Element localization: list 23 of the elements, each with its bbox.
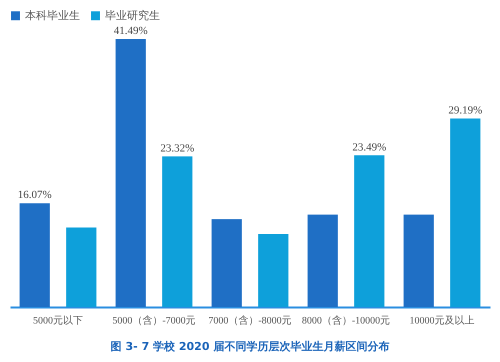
x-tick-label: 7000（含）-8000元 [208,314,292,326]
data-label: 29.19% [448,104,482,116]
bar [20,203,50,307]
text: 图 3- 7 学校 2020 届不同学历层次毕业生月薪区间分布 [110,340,390,353]
bar [116,39,146,307]
bar [404,214,434,307]
x-tick-label: 5000（含）-7000元 [112,314,196,326]
data-label: 16.07% [18,189,52,202]
data-label: 23.49% [352,141,386,154]
x-tick-label: 5000元以下 [33,314,83,326]
bar [258,234,288,307]
legend-label: 本科毕业生 [25,8,80,22]
bar [308,214,338,307]
bar [354,155,384,307]
data-label: 41.49% [114,25,148,37]
x-tick-label: 10000元及以上 [410,314,474,326]
bar [162,156,192,307]
bar [450,118,480,307]
x-tick-label: 8000（含）-10000元 [302,314,390,326]
legend-label: 毕业研究生 [105,8,160,22]
bar [212,219,242,307]
data-label: 23.32% [160,142,194,154]
bar [66,228,96,307]
